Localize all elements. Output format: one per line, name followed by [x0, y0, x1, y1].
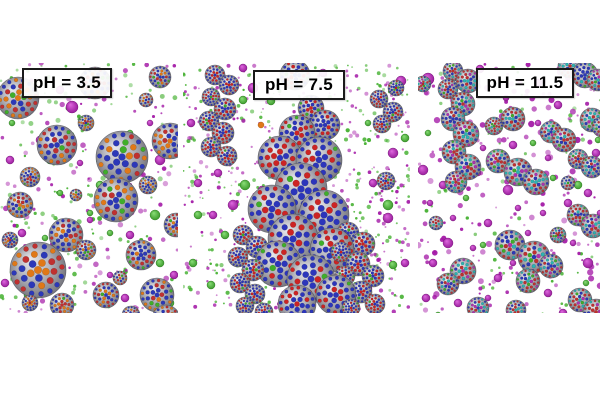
- colloid-sphere: [437, 78, 459, 100]
- simulation-canvas-ph-11-5: [418, 63, 600, 313]
- colloid-sphere: [36, 124, 78, 166]
- panel-ph-7-5: pH = 7.5: [183, 63, 410, 313]
- colloid-sphere: [452, 120, 480, 148]
- ph-label-box: pH = 7.5: [253, 70, 345, 100]
- colloid-sphere: [369, 89, 389, 109]
- colloid-sphere: [582, 298, 600, 313]
- colloid-sphere: [455, 68, 481, 94]
- colloid-sphere: [163, 212, 178, 238]
- colloid-sphere: [254, 302, 274, 313]
- colloid-sphere: [6, 191, 34, 219]
- colloid-spheres: [418, 63, 600, 313]
- colloid-sphere: [198, 110, 220, 132]
- ph-label-text: pH = 7.5: [264, 75, 334, 94]
- colloid-sphere: [372, 114, 392, 134]
- colloid-sphere: [376, 171, 396, 191]
- colloid-sphere: [580, 155, 600, 179]
- colloid-sphere: [298, 189, 350, 241]
- colloid-sphere: [151, 122, 178, 160]
- colloid-sphere: [330, 241, 352, 263]
- colloid-sphere: [494, 229, 526, 261]
- colloid-sphere: [125, 239, 157, 271]
- colloid-sphere: [387, 79, 405, 97]
- colloid-sphere: [444, 170, 468, 194]
- colloid-sphere: [92, 281, 120, 309]
- colloid-sphere: [211, 121, 235, 145]
- colloid-sphere: [121, 305, 141, 313]
- colloid-sphere: [229, 272, 251, 294]
- colloid-sphere: [436, 272, 460, 296]
- colloid-sphere: [538, 253, 564, 279]
- colloid-sphere: [580, 213, 600, 239]
- panel-ph-3-5: pH = 3.5: [0, 63, 178, 313]
- colloid-sphere: [1, 231, 19, 249]
- colloid-sphere: [21, 294, 39, 312]
- colloid-sphere: [153, 304, 178, 313]
- colloid-sphere: [139, 277, 175, 313]
- colloid-sphere: [227, 246, 249, 268]
- colloid-sphere: [241, 258, 265, 282]
- colloid-sphere: [93, 177, 139, 223]
- colloid-sphere: [560, 175, 576, 191]
- colloid-sphere: [309, 109, 341, 141]
- colloid-sphere: [235, 296, 255, 313]
- panel-ph-11-5: pH = 11.5: [418, 63, 600, 313]
- colloid-sphere: [515, 268, 541, 294]
- colloid-sphere: [200, 136, 222, 158]
- colloid-sphere: [551, 127, 577, 153]
- colloid-sphere: [218, 74, 240, 96]
- colloid-sphere: [428, 215, 444, 231]
- colloid-sphere: [49, 292, 75, 313]
- colloid-spheres: [198, 63, 405, 313]
- colloid-sphere: [138, 175, 158, 195]
- colloid-sphere: [216, 145, 238, 167]
- colloid-sphere: [201, 87, 221, 107]
- colloid-sphere: [586, 68, 600, 92]
- ph-label-box: pH = 11.5: [476, 68, 574, 98]
- colloid-sphere: [112, 270, 128, 286]
- colloid-sphere: [19, 166, 41, 188]
- colloid-sphere: [466, 296, 490, 313]
- colloid-sphere: [361, 264, 385, 288]
- ph-label-box: pH = 3.5: [22, 68, 112, 98]
- ph-label-text: pH = 3.5: [32, 73, 102, 92]
- colloid-sphere: [148, 65, 172, 89]
- colloid-sphere: [505, 299, 527, 313]
- colloid-sphere: [95, 130, 149, 184]
- simulation-canvas-ph-7-5: [183, 63, 410, 313]
- colloid-sphere: [48, 217, 84, 253]
- colloid-sphere: [213, 97, 237, 121]
- colloid-sphere: [75, 239, 97, 261]
- ph-label-text: pH = 11.5: [486, 73, 564, 92]
- colloid-sphere: [232, 224, 254, 246]
- colloid-sphere: [277, 284, 317, 313]
- colloid-sphere: [9, 241, 67, 299]
- simulation-canvas-ph-3-5: [0, 63, 178, 313]
- colloid-sphere: [591, 116, 600, 138]
- colloid-sphere: [341, 298, 361, 313]
- colloid-sphere: [522, 168, 550, 196]
- colloid-sphere: [138, 92, 154, 108]
- colloid-sphere: [418, 75, 432, 93]
- colloid-sphere: [500, 106, 526, 132]
- colloid-sphere: [549, 226, 567, 244]
- colloid-spheres: [0, 65, 178, 313]
- colloid-sphere: [69, 188, 83, 202]
- colloid-sphere: [364, 293, 386, 313]
- colloid-sphere: [566, 203, 590, 227]
- colloid-sphere: [484, 116, 504, 136]
- colloid-sphere: [77, 114, 95, 132]
